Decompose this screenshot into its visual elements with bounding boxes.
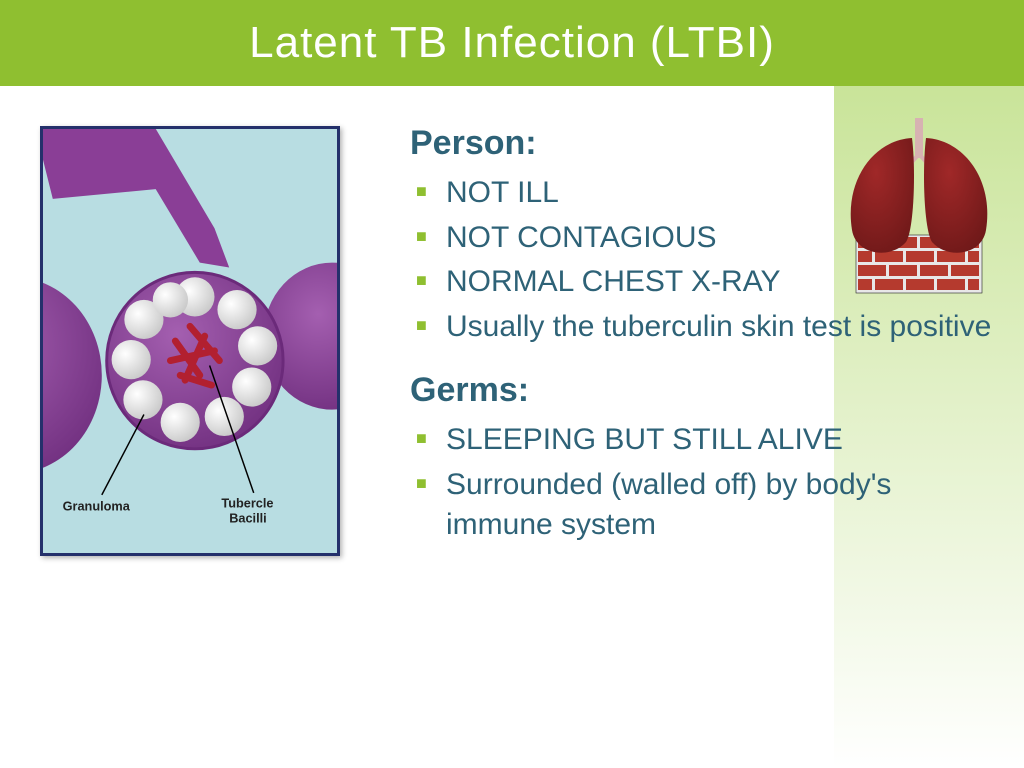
granuloma-diagram: Granuloma Tubercle Bacilli xyxy=(43,129,337,553)
slide-title: Latent TB Infection (LTBI) xyxy=(0,0,1024,86)
label-bacilli-1: Tubercle xyxy=(221,496,273,511)
granuloma-group xyxy=(107,272,283,448)
diagram-frame: Granuloma Tubercle Bacilli xyxy=(40,126,340,556)
alveolus-left xyxy=(43,277,102,473)
label-granuloma: Granuloma xyxy=(63,499,131,514)
label-bacilli-2: Bacilli xyxy=(229,510,267,525)
germs-list: Sleeping but still alive Surrounded (wal… xyxy=(410,420,1004,546)
list-item: Usually the tuberculin skin test is posi… xyxy=(410,307,1004,348)
list-item: Surrounded (walled off) by body's immune… xyxy=(410,465,1004,546)
bronchiole xyxy=(43,129,229,268)
list-item: Sleeping but still alive xyxy=(410,420,1004,461)
label-line-left xyxy=(102,415,144,495)
section-head-germs: Germs: xyxy=(410,371,1004,410)
lung-wall-icon xyxy=(834,110,1004,300)
diagram-panel: Granuloma Tubercle Bacilli xyxy=(40,126,350,768)
lungs xyxy=(851,118,988,253)
